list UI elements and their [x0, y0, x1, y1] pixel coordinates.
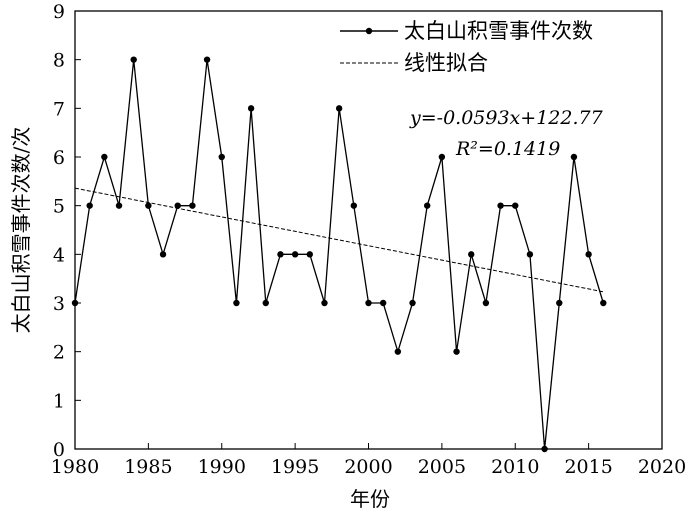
data-series [71, 56, 607, 453]
r-squared: R²=0.1419 [455, 138, 560, 160]
data-point [350, 202, 358, 209]
y-tick-label: 6 [53, 147, 65, 169]
data-point [130, 56, 137, 63]
data-point [556, 299, 563, 307]
data-point [306, 251, 313, 258]
data-point [218, 153, 225, 161]
data-point [247, 105, 255, 112]
axes [74, 10, 663, 450]
x-tick-label: 1995 [271, 456, 319, 478]
y-tick-label: 1 [53, 390, 65, 412]
legend-label-trend: 线性拟合 [404, 51, 488, 75]
data-point [159, 251, 167, 258]
data-point [541, 445, 548, 453]
data-point [115, 202, 123, 209]
y-tick-label: 4 [53, 244, 65, 266]
data-point [512, 202, 519, 209]
regression-equation: y=-0.0593x+122.77 [409, 107, 604, 129]
data-point [233, 299, 240, 307]
data-point [438, 153, 446, 161]
data-point [277, 251, 284, 258]
data-point [409, 299, 416, 307]
data-point [526, 251, 534, 258]
y-tick-label: 5 [53, 196, 65, 218]
trend-line-path [74, 187, 604, 293]
legend-marker-series [365, 27, 373, 35]
data-point [145, 202, 152, 209]
y-tick-label: 2 [53, 342, 65, 364]
data-point [365, 299, 372, 307]
data-point [174, 202, 181, 209]
x-axis-title: 年份 [350, 487, 390, 511]
data-point [321, 299, 328, 307]
y-axis-title: 太白山积雪事件次数/次 [9, 127, 33, 334]
data-point [453, 348, 460, 355]
y-tick-label: 9 [53, 1, 65, 23]
y-tick-label: 7 [53, 98, 65, 120]
x-tick-label: 1985 [124, 456, 172, 478]
data-point [291, 251, 299, 258]
data-point [600, 299, 607, 307]
data-point [424, 202, 431, 209]
data-point [71, 299, 79, 307]
data-point [482, 299, 490, 307]
data-point [189, 202, 196, 209]
data-point [379, 299, 387, 307]
data-point [497, 202, 504, 209]
data-point [86, 202, 93, 209]
data-point [262, 299, 269, 307]
ticks: 1980 1985 1990 1995 2000 2005 2010 2015 2020 0 1 2 3… [51, 1, 686, 478]
data-point [203, 56, 211, 63]
legend: 太白山积雪事件次数 线性拟合 [340, 19, 593, 75]
data-point [585, 251, 592, 258]
x-tick-label: 1980 [51, 456, 99, 478]
trend-line [74, 187, 604, 293]
plot-frame [74, 10, 663, 450]
data-point [101, 153, 108, 161]
data-point [468, 251, 475, 258]
y-tick-label: 8 [53, 50, 65, 72]
x-tick-label: 2010 [491, 456, 539, 478]
x-tick-label: 1990 [198, 456, 246, 478]
x-tick-label: 2000 [344, 456, 392, 478]
data-point [570, 153, 578, 161]
data-point [394, 348, 402, 355]
x-tick-label: 2005 [418, 456, 466, 478]
x-tick-label: 2020 [638, 456, 686, 478]
y-tick-label: 3 [53, 293, 65, 315]
legend-label-series: 太白山积雪事件次数 [404, 19, 593, 43]
x-tick-label: 2015 [564, 456, 612, 478]
y-tick-label: 0 [53, 439, 65, 461]
data-point [335, 105, 343, 112]
